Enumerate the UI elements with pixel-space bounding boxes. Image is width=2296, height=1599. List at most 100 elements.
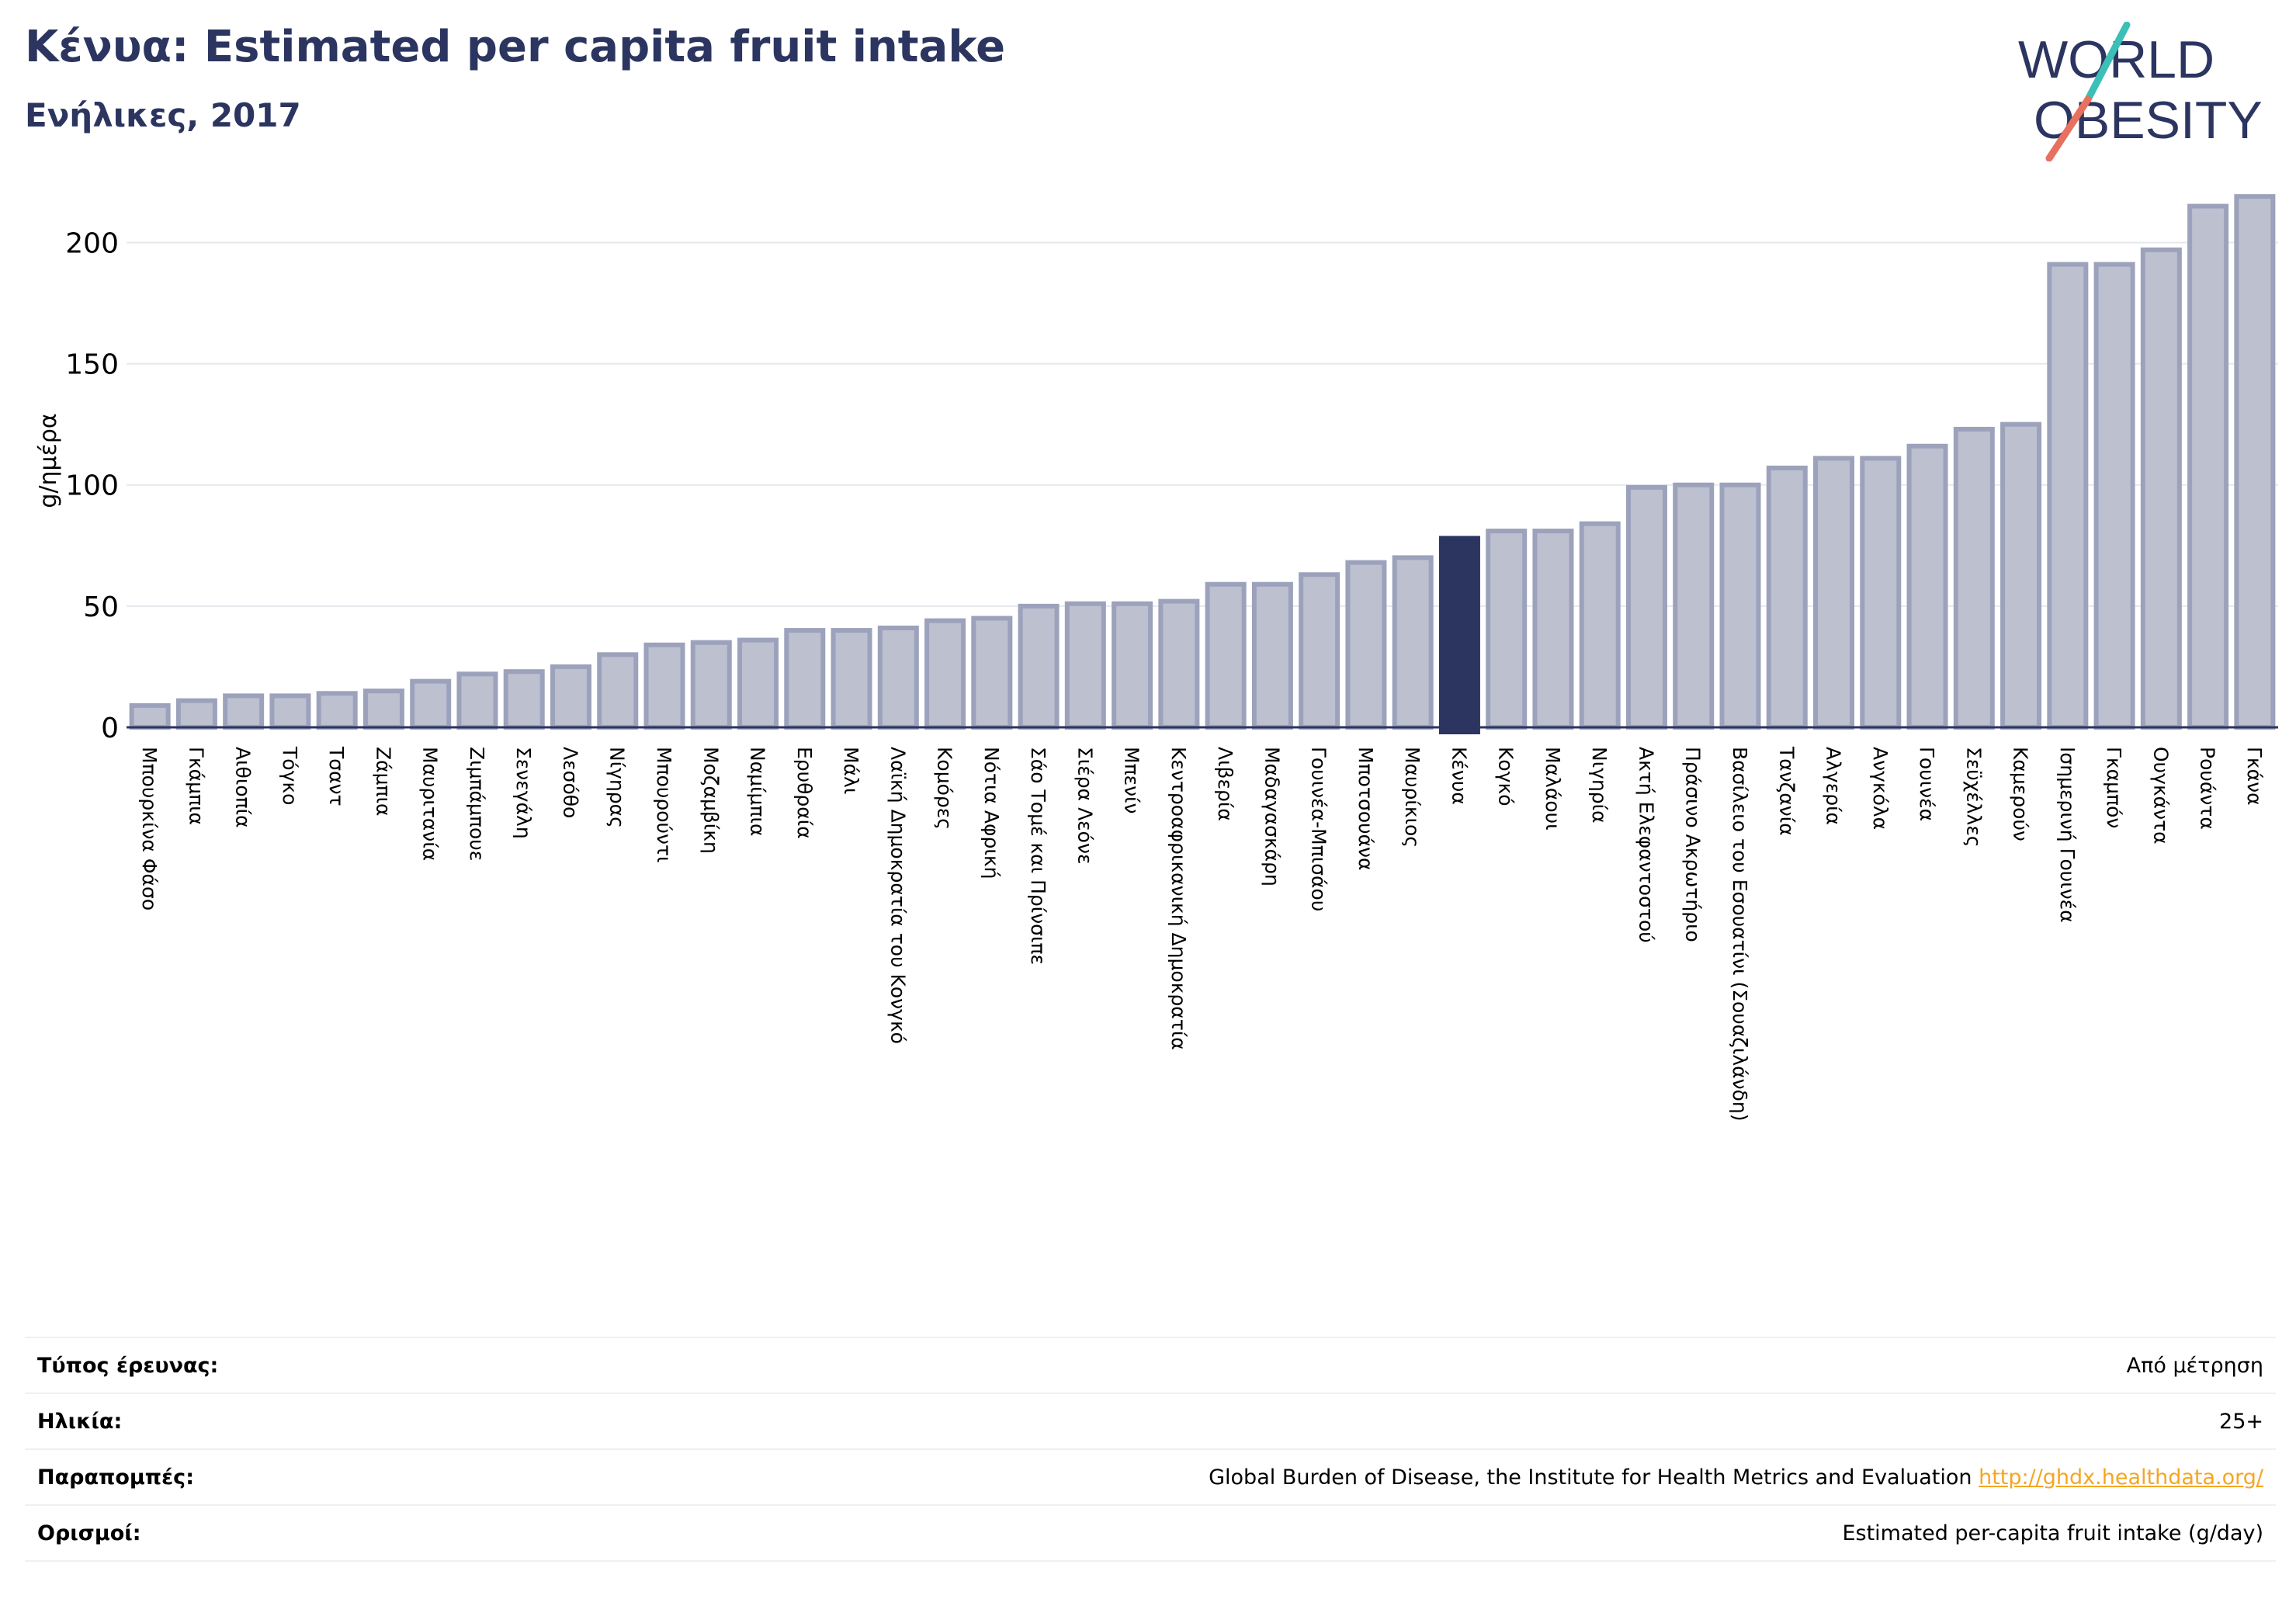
references-text: Global Burden of Disease, the Institute …	[1209, 1465, 1972, 1490]
x-category-label: Τόγκο	[279, 746, 301, 805]
x-category-label: Ερυθραία	[793, 747, 816, 839]
y-tick-label: 150	[65, 349, 119, 381]
bar	[1112, 601, 1153, 730]
bar	[550, 664, 591, 730]
x-category-label: Νότια Αφρική	[980, 747, 1003, 879]
x-category-label: Ζιμπάμπουε	[466, 747, 488, 861]
info-row-references: Παραπομπές: Global Burden of Disease, th…	[25, 1450, 2276, 1506]
x-category-label: Λιβερία	[1214, 747, 1236, 821]
x-category-label: Λαϊκή Δημοκρατία του Κονγκό	[886, 747, 909, 1044]
x-category-label: Κεντροαφρικανική Δημοκρατία	[1167, 747, 1190, 1050]
x-category-label: Ισημερινή Γουινέα	[2056, 747, 2079, 923]
info-row-age: Ηλικία: 25+	[25, 1394, 2276, 1450]
x-category-labels: Μπουρκίνα Φάσο Γκάμπια Αιθιοπία Τόγκο Τσαντ Ζ…	[138, 746, 2266, 1121]
x-category-label: Σάο Τομέ και Πρίνσιπε	[1027, 747, 1049, 965]
y-tick-label: 50	[83, 591, 119, 623]
bar	[877, 625, 919, 730]
bar	[503, 669, 545, 730]
x-category-label: Μοζαμβίκη	[699, 747, 722, 854]
bar	[1158, 598, 1200, 730]
x-category-label: Νιγηρία	[1588, 747, 1611, 824]
bar	[1813, 456, 1855, 730]
bar	[784, 628, 826, 730]
x-category-label: Γκαμπόν	[2103, 747, 2125, 828]
x-category-label: Μαυριτανία	[419, 747, 442, 861]
x-category-label: Σεϋχέλλες	[1962, 747, 1985, 848]
bar	[2187, 203, 2229, 730]
bar	[1064, 601, 1106, 730]
bar	[269, 693, 311, 730]
x-category-label: Ανγκόλα	[1869, 747, 1892, 830]
age-value: 25+	[2219, 1409, 2263, 1434]
x-category-label: Μαυρίκιος	[1401, 747, 1424, 848]
x-category-label: Καμερούν	[2010, 747, 2032, 841]
bar	[410, 678, 452, 730]
y-axis-label: g/ημέρα	[35, 413, 62, 508]
x-category-label: Μπενίν	[1121, 747, 1143, 814]
y-tick-label: 200	[65, 227, 119, 259]
y-tick-labels: 0 50 100 150 200	[65, 227, 119, 744]
x-category-label: Ρουάντα	[2197, 747, 2219, 830]
references-label: Παραπομπές:	[37, 1465, 194, 1490]
bar	[971, 616, 1013, 730]
bar	[1486, 529, 1528, 730]
age-label: Ηλικία:	[37, 1409, 123, 1434]
x-category-label: Γκάμπια	[185, 747, 207, 825]
x-category-label: Μαδαγασκάρη	[1261, 747, 1283, 886]
bar	[597, 652, 639, 730]
bar-chart: 0 50 100 150 200 Μπουρκίνα Φάσο Γκάμπια Αιθιοπ…	[35, 194, 2278, 1121]
bars	[129, 194, 2276, 734]
bar	[1673, 482, 1715, 730]
x-category-label: Σενεγάλη	[512, 747, 535, 839]
bar	[129, 702, 171, 730]
info-row-definitions: Ορισμοί: Estimated per-capita fruit inta…	[25, 1506, 2276, 1562]
bar	[2140, 247, 2182, 730]
bar	[1205, 581, 1247, 730]
bar	[223, 693, 265, 730]
bar	[316, 691, 358, 730]
x-category-label: Τανζανία	[1775, 746, 1798, 836]
x-category-label: Βασίλειο του Εσουατίνι (Σουαζιλάνδη)	[1729, 747, 1751, 1121]
x-category-label: Γκάνα	[2243, 747, 2266, 806]
bar	[1906, 443, 1948, 730]
x-category-label: Πράσινο Ακρωτήριο	[1682, 747, 1705, 942]
x-category-label: Μάλι	[840, 747, 862, 794]
info-table: Τύπος έρευνας: Από μέτρηση Ηλικία: 25+ Π…	[25, 1337, 2276, 1562]
references-link[interactable]: http://ghdx.healthdata.org/	[1979, 1465, 2263, 1490]
page-title: Κένυα: Estimated per capita fruit intake	[25, 22, 1006, 72]
bar	[924, 618, 966, 730]
bar	[1018, 603, 1060, 730]
bar	[1579, 521, 1621, 730]
bar	[1953, 426, 1995, 730]
x-category-label: Ακτή Ελεφαντοστού	[1635, 747, 1657, 943]
x-category-label: Αιθιοπία	[232, 747, 255, 828]
bar	[643, 642, 685, 730]
bar	[1766, 465, 1808, 730]
bar	[175, 698, 217, 730]
definitions-label: Ορισμοί:	[37, 1521, 141, 1545]
x-category-label: Λεσόθο	[559, 747, 581, 818]
bar	[1299, 572, 1340, 730]
y-tick-label: 0	[101, 713, 119, 744]
x-category-label: Νίγηρας	[606, 747, 629, 828]
survey-label: Τύπος έρευνας:	[37, 1353, 219, 1378]
bar	[2234, 194, 2276, 730]
bar	[1719, 482, 1761, 730]
bar	[2047, 262, 2089, 730]
survey-value: Από μέτρηση	[2126, 1353, 2263, 1378]
x-category-label: Γουινέα	[1916, 747, 1938, 821]
bar	[1860, 456, 1902, 730]
bar	[690, 640, 732, 730]
bar	[2093, 262, 2135, 730]
x-category-label: Κένυα	[1448, 747, 1470, 805]
x-category-label: Σιέρα Λεόνε	[1073, 747, 1096, 864]
x-category-label: Μαλάουι	[1542, 747, 1564, 831]
x-category-label: Ουγκάντα	[2149, 747, 2172, 845]
definitions-value: Estimated per-capita fruit intake (g/day…	[1842, 1521, 2263, 1545]
bar	[737, 637, 779, 730]
bar	[1392, 555, 1434, 730]
x-category-label: Τσαντ	[325, 746, 348, 806]
info-row-survey: Τύπος έρευνας: Από μέτρηση	[25, 1338, 2276, 1394]
bar	[456, 671, 498, 730]
page-subtitle: Ενήλικες, 2017	[25, 96, 301, 134]
